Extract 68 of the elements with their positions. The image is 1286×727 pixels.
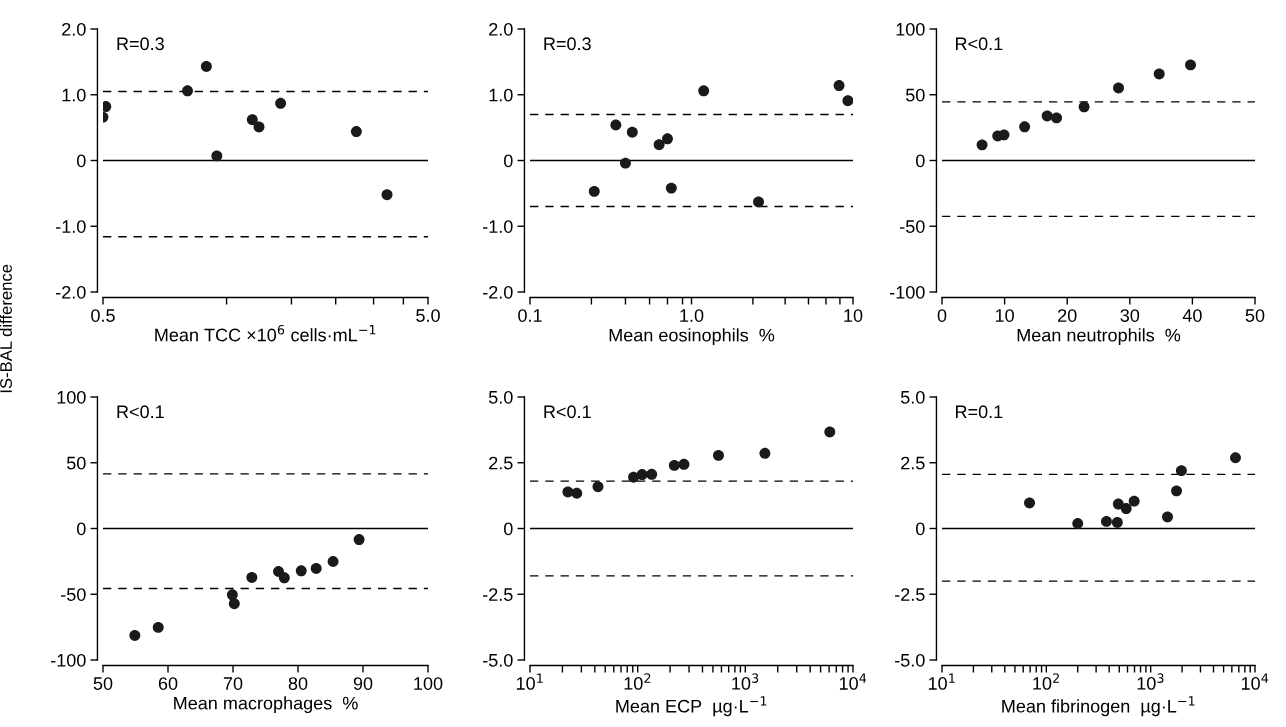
y-tick-label: -2.5 (895, 588, 925, 601)
y-tick-label: 0 (77, 154, 86, 168)
x-tick-label: 80 (288, 677, 308, 690)
y-tick-label: -1.0 (483, 220, 513, 233)
x-tick-label: 1.0 (680, 309, 704, 322)
x-axis-title: Mean fibrinogen µg·L$^{−1}$ (1002, 696, 1195, 717)
x-tick-label: 0 (937, 309, 947, 322)
y-tick-label: 2.0 (489, 22, 513, 36)
annotation: R=0.3 (117, 37, 164, 51)
x-tick-label: 50 (1245, 309, 1265, 322)
y-tick-label: -5.0 (483, 653, 513, 667)
x-tick-label: 5.0 (416, 309, 440, 322)
y-tick-label: 0 (504, 522, 513, 536)
x-tick-label: 50 (93, 677, 113, 690)
x-tick-label: 100 (414, 677, 443, 690)
x-tick-label: 10$^{1}$ (928, 673, 955, 690)
y-tick-label: 0 (504, 154, 513, 168)
y-axis-title: IS-BAL difference (0, 264, 12, 393)
x-tick-label: 60 (158, 677, 178, 690)
x-axis-title: Mean neutrophils % (1017, 328, 1181, 346)
y-tick-label: 5.0 (488, 390, 513, 404)
y-tick-label: -100 (51, 653, 86, 667)
x-axis-title: Mean ECP µg·L$^{−1}$ (616, 696, 767, 717)
annotation: R<0.1 (117, 405, 164, 419)
y-tick-label: 1.0 (489, 88, 513, 102)
x-tick-label: 10$^{1}$ (516, 673, 543, 690)
x-tick-label: 70 (223, 677, 243, 690)
x-tick-label: 10 (995, 309, 1014, 322)
y-tick-label: -50 (900, 220, 925, 233)
annotation: R<0.1 (956, 37, 1003, 51)
x-tick-label: 10$^{2}$ (624, 673, 651, 690)
y-tick-label: 2.5 (489, 456, 513, 470)
x-axis-title: Mean eosinophils % (609, 328, 775, 346)
y-tick-label: 100 (57, 390, 86, 404)
x-tick-label: 0.1 (518, 309, 542, 322)
y-tick-label: 0 (916, 522, 925, 536)
y-tick-label: -2.0 (483, 285, 513, 299)
y-tick-label: 0 (77, 522, 86, 536)
y-tick-label: -5.0 (895, 653, 925, 667)
x-tick-label: 90 (353, 677, 373, 690)
x-tick-label: 0.5 (91, 309, 115, 322)
x-tick-label: 10$^{2}$ (1033, 673, 1059, 690)
y-tick-label: 1.0 (62, 88, 86, 102)
x-axis-title: Mean macrophages % (174, 696, 358, 714)
x-tick-label: 10$^{4}$ (1241, 673, 1269, 690)
y-tick-label: 0 (916, 154, 925, 168)
x-tick-label: 30 (1120, 309, 1140, 322)
x-tick-label: 40 (1182, 309, 1202, 322)
x-tick-label: 10$^{4}$ (839, 673, 867, 690)
annotation: R=0.1 (956, 405, 1003, 419)
x-tick-label: 10 (844, 309, 863, 322)
annotation: R<0.1 (544, 405, 591, 419)
y-tick-label: -2.0 (56, 285, 86, 299)
y-tick-label: -50 (61, 588, 86, 601)
y-tick-label: -100 (890, 285, 925, 299)
x-tick-label: 10$^{3}$ (732, 673, 759, 690)
y-tick-label: 2.5 (901, 456, 925, 470)
y-tick-label: 100 (896, 22, 925, 36)
y-tick-label: 2.0 (62, 22, 86, 36)
annotation: R=0.3 (544, 37, 591, 51)
x-axis-title: Mean TCC ×10$^{6}$ cells·mL$^{−1}$ (155, 324, 376, 342)
y-tick-label: 50 (905, 88, 925, 102)
y-tick-label: -2.5 (483, 588, 513, 601)
y-tick-label: 5.0 (900, 390, 925, 404)
x-tick-label: 10$^{3}$ (1137, 673, 1164, 690)
x-tick-label: 20 (1058, 309, 1077, 322)
y-tick-label: 50 (66, 456, 86, 470)
y-tick-label: -1.0 (56, 220, 86, 233)
